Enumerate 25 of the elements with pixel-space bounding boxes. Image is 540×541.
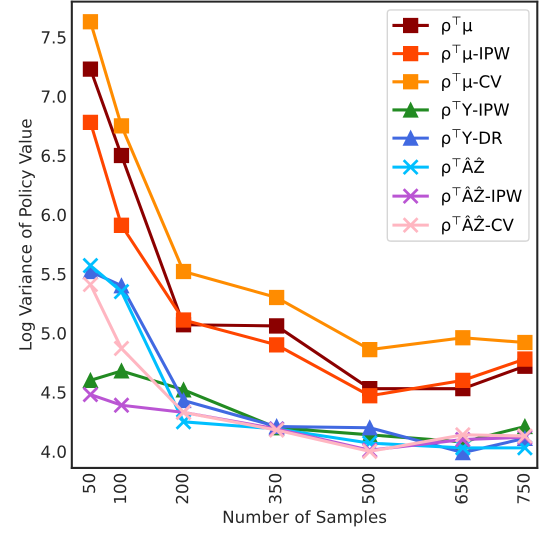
y-tick-label: 4.5	[41, 386, 66, 399]
legend-label: ρ$^{⊤}$μ	[442, 16, 472, 35]
legend-label: ρ$^{⊤}$Y-IPW	[442, 101, 510, 120]
x-tick-label: 650	[455, 474, 468, 504]
x-tick-label: 50	[82, 474, 96, 493]
y-tick-label: 5.5	[42, 268, 66, 280]
y-axis-title: Log Variance of Policy Value	[18, 119, 35, 350]
y-tick-label: 7.5	[42, 31, 66, 44]
legend-label: ρ$^{⊤}$μ-CV	[442, 72, 502, 91]
legend-label: ρ$^{⊤}$ÂẐ	[442, 157, 484, 176]
legend-label: ρ$^{⊤}$Y-DR	[442, 129, 502, 148]
y-tick-label: 4.0	[41, 445, 66, 458]
y-tick-label: 5.0	[42, 326, 66, 340]
x-tick-label: 350	[268, 474, 282, 504]
legend-label: ρ$^{⊤}$ÂẐ-CV	[442, 215, 514, 234]
y-tick-label: 6.0	[42, 208, 66, 222]
y-tick-label: 6.5	[42, 149, 66, 162]
x-tick-label: 500	[362, 474, 375, 504]
x-axis-title: Number of Samples	[224, 510, 386, 526]
legend-label: ρ$^{⊤}$ÂẐ-IPW	[442, 186, 522, 206]
x-tick-label: 100	[114, 474, 126, 503]
legend-label: ρ$^{⊤}$μ-IPW	[442, 44, 510, 63]
x-tick-label: 200	[176, 474, 188, 504]
y-tick-label: 7.0	[42, 90, 66, 103]
x-tick-label: 750	[517, 474, 530, 504]
